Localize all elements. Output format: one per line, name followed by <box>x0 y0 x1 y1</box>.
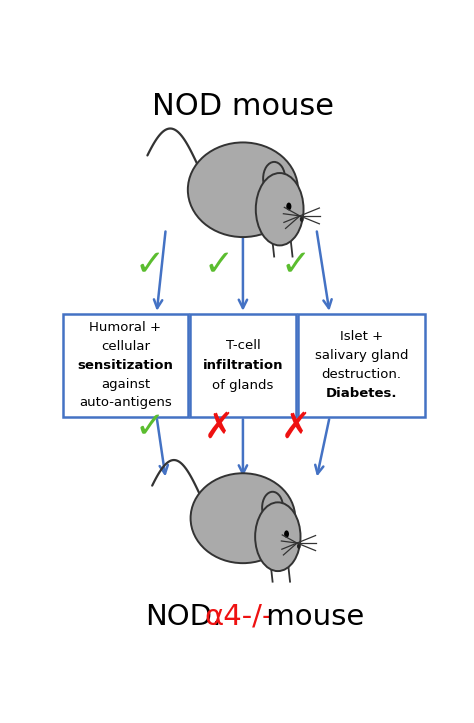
Text: Diabetes.: Diabetes. <box>326 387 397 400</box>
Text: NOD mouse: NOD mouse <box>152 92 334 121</box>
Text: of glands: of glands <box>212 379 273 392</box>
Text: ✓: ✓ <box>134 248 164 282</box>
Bar <box>63 314 188 416</box>
Circle shape <box>286 202 292 210</box>
Ellipse shape <box>188 142 298 237</box>
Text: infiltration: infiltration <box>203 359 283 372</box>
Ellipse shape <box>191 474 295 563</box>
Circle shape <box>284 531 289 538</box>
Text: ✓: ✓ <box>134 411 164 445</box>
Text: cellular: cellular <box>101 340 150 353</box>
Text: α4-/-: α4-/- <box>204 603 273 630</box>
Text: mouse: mouse <box>257 603 365 630</box>
Text: NOD.: NOD. <box>145 603 222 630</box>
Text: T-cell: T-cell <box>226 338 260 351</box>
Text: ✗: ✗ <box>281 411 311 445</box>
Text: ✓: ✓ <box>204 248 234 282</box>
Text: salivary gland: salivary gland <box>315 349 408 362</box>
Text: ✓: ✓ <box>281 248 311 282</box>
Text: ✗: ✗ <box>204 411 234 445</box>
Circle shape <box>263 162 285 195</box>
Bar <box>190 314 296 416</box>
Text: auto-antigens: auto-antigens <box>79 396 172 409</box>
Circle shape <box>256 173 303 245</box>
Text: destruction.: destruction. <box>321 368 401 381</box>
Text: against: against <box>101 377 150 390</box>
Text: Humoral +: Humoral + <box>90 321 161 334</box>
Circle shape <box>262 492 283 523</box>
Circle shape <box>300 216 303 222</box>
Text: sensitization: sensitization <box>77 359 173 372</box>
Circle shape <box>255 502 301 571</box>
Circle shape <box>297 544 301 549</box>
Bar <box>298 314 425 416</box>
Text: Islet +: Islet + <box>340 330 383 343</box>
